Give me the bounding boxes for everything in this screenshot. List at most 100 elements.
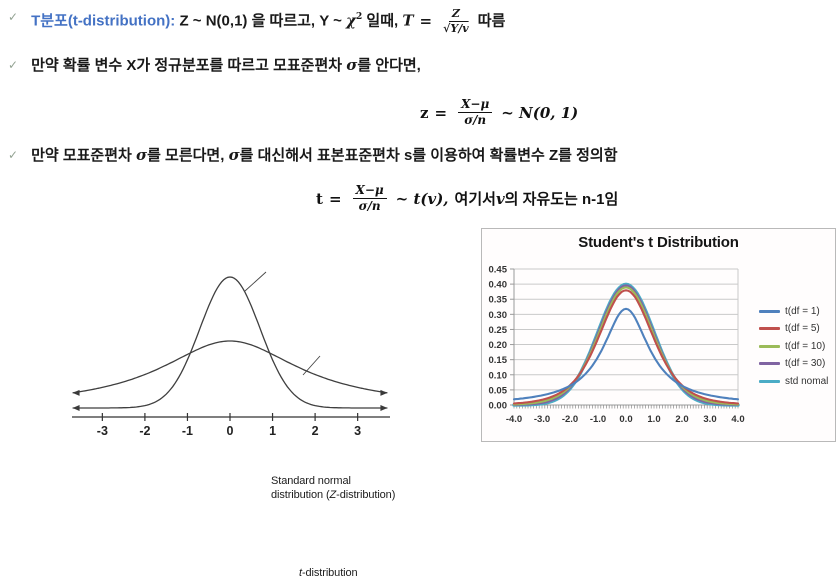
legend-swatch: [759, 344, 780, 348]
legend-item: t(df = 30): [759, 358, 828, 369]
fraction-z: X−μ σ/n: [458, 97, 493, 128]
chart-legend: t(df = 1) t(df = 5) t(df = 10) t(df = 30) st…: [759, 305, 829, 387]
bullet3-text: 만약 모표준편차 σ를 모른다면, σ를 대신해서 표본표준편차 s를 이용하여…: [31, 146, 617, 166]
axis-tick-label: 3: [354, 424, 361, 438]
bullet1-highlight: T분포(t-distribution):: [31, 12, 180, 30]
z-vs-t-plot: -3 -2 -1 0 1 2 3: [72, 271, 390, 438]
x-tick-label: -1.0: [590, 414, 606, 425]
x-tick-label: 3.0: [703, 414, 716, 425]
formula-z: z = X−μ σ/n ~ N(0, 1): [420, 97, 578, 128]
fraction-t: X−μ σ/n: [352, 183, 387, 214]
legend-label: t(df = 30): [785, 358, 826, 369]
x-tick-label: 4.0: [731, 414, 744, 425]
bullet2-seg-a: 만약 확률 변수 X가 정규분포를 따르고 모표준편차: [31, 57, 347, 74]
legend-swatch: [759, 379, 780, 383]
y-tick-label: 0.20: [489, 340, 508, 351]
arrowhead: [72, 389, 80, 396]
fraction-denominator: σ/n: [358, 199, 381, 214]
t-variable: T: [402, 11, 414, 30]
x-tick-label: -4.0: [506, 414, 522, 425]
formula-t-korean-1: 여기서: [454, 191, 496, 209]
leader-t-distribution: [302, 355, 321, 376]
bullet3-seg-a: 만약 모표준편차: [31, 147, 136, 164]
legend-swatch: [759, 327, 780, 330]
axis-tick-label: 2: [312, 424, 319, 438]
x-tick-label: -3.0: [534, 414, 550, 425]
equals-sign: =: [419, 11, 433, 30]
bullet-known-sigma: ✓ 만약 확률 변수 X가 정규분포를 따르고 모표준편차 σ를 안다면,: [8, 56, 421, 76]
check-icon: ✓: [8, 10, 19, 24]
legend-item: t(df = 5): [759, 323, 828, 334]
curve-t-df-5: [512, 289, 740, 405]
bullet2-text: 만약 확률 변수 X가 정규분포를 따르고 모표준편차 σ를 안다면,: [31, 56, 421, 76]
students-t-chart: Student's t Distribution 0.00 0.05 0.10 0.1…: [481, 228, 836, 442]
z-vs-t-illustration: -3 -2 -1 0 1 2 3 Standard normal distribution …: [0, 228, 475, 579]
y-tick-label: 0.35: [489, 295, 508, 306]
y-tick-label: 0.00: [489, 401, 508, 412]
curve-t-df-30: [512, 284, 740, 406]
y-tick-label: 0.05: [489, 385, 508, 396]
legend-label: std nomal: [785, 375, 829, 387]
formula-t-lhs: t: [316, 189, 323, 208]
sqrt-sign: √: [443, 22, 451, 36]
bullet-unknown-sigma: ✓ 만약 모표준편차 σ를 모른다면, σ를 대신해서 표본표준편차 s를 이용…: [8, 146, 618, 166]
legend-item: t(df = 1): [759, 305, 828, 317]
radicand: Y/v: [450, 22, 469, 36]
arrowhead: [380, 389, 388, 396]
y-tick-label: 0.30: [489, 310, 508, 321]
axis-tick-label: -1: [182, 424, 193, 438]
arrowhead: [72, 404, 80, 411]
x-tick-label: 2.0: [675, 414, 688, 425]
legend-label: t(df = 5): [785, 323, 820, 334]
formula-z-lhs: z: [420, 103, 429, 122]
equals-sign: =: [434, 103, 448, 122]
curve-standard-normal: [72, 276, 388, 409]
sigma-symbol: σ: [136, 146, 148, 164]
label-standard-normal: Standard normal distribution (Z-distribu…: [271, 474, 395, 503]
x-tick-label: 0.0: [619, 414, 632, 425]
bullet-t-distribution: ✓ T분포(t-distribution): Z ~ N(0,1) 을 따르고,…: [8, 7, 505, 35]
formula-t: t = X−μ σ/n ~ t(v), 여기서 v 의 자유도는 n-1임: [316, 183, 619, 214]
sigma-symbol: σ: [228, 146, 240, 164]
fraction-denominator: √Y/v: [443, 22, 469, 35]
curve-t-df-1: [512, 307, 740, 401]
chart-title: Student's t Distribution: [578, 234, 739, 251]
y-tick-label: 0.15: [489, 355, 508, 366]
bullet2-seg-b: 를 안다면,: [357, 57, 421, 74]
axis-tick-label: -2: [139, 424, 150, 438]
z-letter: Z: [329, 489, 337, 502]
fraction-numerator: Z: [448, 7, 463, 23]
curve-t-distribution: [72, 340, 388, 394]
fraction-t: Z √Y/v: [443, 7, 469, 35]
label-t-distribution-text: -distribution: [301, 567, 358, 579]
x-minor-ticks: [513, 405, 739, 409]
legend-item: std nomal: [759, 375, 829, 387]
check-icon: ✓: [8, 58, 19, 72]
bullet3-seg-b: 를 모른다면,: [147, 147, 229, 164]
fraction-numerator: X−μ: [352, 183, 387, 200]
leader-standard-normal: [244, 271, 267, 292]
x-tick-label: 1.0: [647, 414, 660, 425]
slide-canvas: { "slide": { "bullets": [ { "check": "✓"…: [0, 7, 836, 579]
axis-tick-label: -3: [97, 424, 108, 438]
legend-swatch: [759, 362, 780, 365]
sigma-symbol: σ: [346, 56, 358, 74]
x-tick-label: -2.0: [562, 414, 578, 425]
bullet1-seg-a: Z ~ N(0,1) 을 따르고, Y ~: [179, 12, 347, 30]
curve-t-df-10: [512, 286, 740, 406]
chi-exponent: 2: [355, 11, 363, 22]
legend-label: t(df = 10): [785, 340, 826, 352]
fraction-denominator: σ/n: [464, 113, 487, 128]
y-tick-label: 0.25: [489, 325, 508, 336]
label-standard-normal-line2c: -distribution): [336, 489, 396, 502]
check-icon: ✓: [8, 148, 19, 162]
chi-symbol: χ: [346, 11, 356, 30]
legend-label: t(df = 1): [785, 305, 820, 317]
formula-t-tail: ~ t(v),: [395, 189, 449, 208]
label-t-distribution: t-distribution: [299, 566, 358, 580]
arrowhead: [380, 404, 388, 411]
formula-t-korean-2: 의 자유도는 n-1임: [504, 191, 619, 209]
legend-swatch: [759, 309, 780, 313]
y-tick-label: 0.40: [489, 280, 508, 291]
bullet1-text: T분포(t-distribution): Z ~ N(0,1) 을 따르고, Y…: [31, 7, 505, 35]
